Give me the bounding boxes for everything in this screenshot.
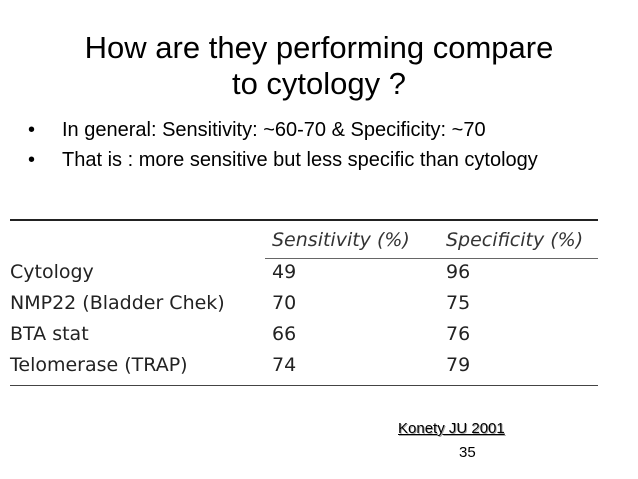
table-row: Cytology 49 96 <box>10 261 598 287</box>
row-specificity: 79 <box>446 354 471 376</box>
row-name: NMP22 (Bladder Chek) <box>10 292 225 314</box>
citation-link[interactable]: Konety JU 2001 <box>398 420 505 437</box>
table-row: Telomerase (TRAP) 74 79 <box>10 354 598 380</box>
bullet-item: • In general: Sensitivity: ~60-70 & Spec… <box>28 118 618 142</box>
header-sensitivity: Sensitivity (%) <box>272 229 410 251</box>
table-header-rule <box>265 258 598 259</box>
table-row: BTA stat 66 76 <box>10 323 598 349</box>
bullet-dot-icon: • <box>28 119 36 141</box>
row-name: Cytology <box>10 261 94 283</box>
table-top-rule <box>10 219 598 221</box>
row-sensitivity: 49 <box>272 261 297 283</box>
row-sensitivity: 70 <box>272 292 297 314</box>
row-specificity: 75 <box>446 292 471 314</box>
title-line-2: to cytology ? <box>231 66 407 101</box>
row-sensitivity: 66 <box>272 323 297 345</box>
page-number: 35 <box>459 444 476 461</box>
table-bottom-rule <box>10 385 598 386</box>
bullet-list: • In general: Sensitivity: ~60-70 & Spec… <box>28 118 618 178</box>
bullet-item: • That is : more sensitive but less spec… <box>28 148 618 172</box>
slide-title: How are they performing compare to cytol… <box>30 30 608 102</box>
table-row: NMP22 (Bladder Chek) 70 75 <box>10 292 598 318</box>
row-sensitivity: 74 <box>272 354 297 376</box>
comparison-table: Sensitivity (%) Specificity (%) Cytology… <box>10 219 598 386</box>
bullet-text: In general: Sensitivity: ~60-70 & Specif… <box>62 119 486 141</box>
row-name: Telomerase (TRAP) <box>10 354 188 376</box>
row-name: BTA stat <box>10 323 89 345</box>
header-specificity: Specificity (%) <box>446 229 584 251</box>
row-specificity: 96 <box>446 261 471 283</box>
row-specificity: 76 <box>446 323 471 345</box>
bullet-text: That is : more sensitive but less specif… <box>62 149 538 171</box>
bullet-dot-icon: • <box>28 149 36 171</box>
title-line-1: How are they performing compare <box>84 30 554 65</box>
